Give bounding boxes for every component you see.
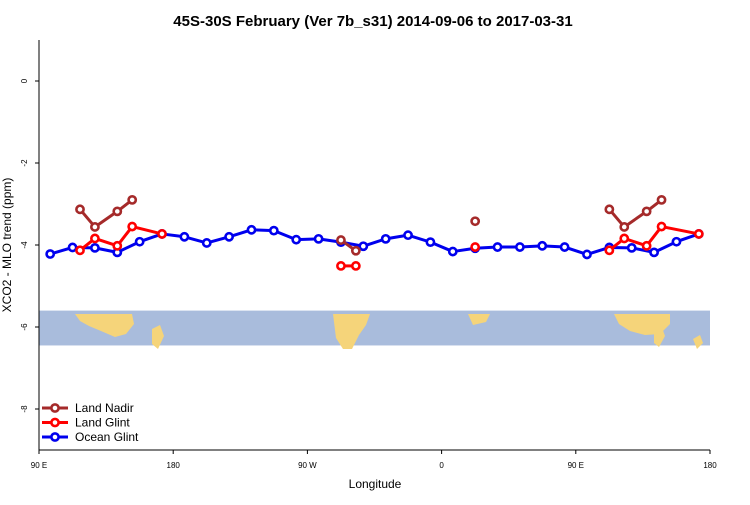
- legend-label: Ocean Glint: [75, 430, 139, 444]
- data-point: [127, 221, 138, 232]
- legend-swatch-marker: [50, 403, 60, 413]
- land-shape: [693, 335, 703, 349]
- data-point: [75, 245, 85, 256]
- data-point: [127, 194, 138, 205]
- y-tick-label: 0: [20, 78, 29, 83]
- data-point: [656, 221, 667, 232]
- data-point: [619, 222, 630, 232]
- data-point: [45, 249, 56, 259]
- y-tick-label: -6: [20, 323, 29, 331]
- x-tick-label: 90 E: [31, 461, 47, 470]
- legend-swatch-marker: [50, 432, 60, 442]
- data-point: [75, 204, 85, 215]
- y-axis-label: XCO2 - MLO trend (ppm): [0, 178, 14, 313]
- series-land-nadir: [75, 194, 667, 256]
- data-point: [350, 245, 361, 256]
- land-shape: [152, 325, 164, 349]
- data-point: [403, 230, 413, 241]
- data-point: [112, 206, 123, 217]
- series-land-glint: [75, 221, 704, 271]
- data-point: [90, 242, 100, 253]
- x-tick-label: 0: [439, 461, 444, 470]
- data-point: [246, 224, 257, 235]
- data-point: [492, 242, 503, 252]
- series-line: [78, 198, 134, 229]
- x-tick-label: 90 W: [298, 461, 317, 470]
- y-tick-label: -2: [20, 159, 29, 167]
- map-band: [39, 310, 710, 349]
- y-tick-label: -4: [20, 241, 29, 249]
- data-point: [641, 206, 652, 217]
- data-point: [336, 235, 346, 245]
- data-point: [537, 240, 548, 251]
- data-point: [67, 242, 78, 253]
- legend-swatch-marker: [50, 417, 60, 428]
- data-point: [649, 247, 659, 258]
- x-tick-label: 180: [167, 461, 181, 470]
- data-point: [291, 234, 302, 245]
- data-point: [693, 229, 704, 239]
- data-point: [157, 229, 167, 239]
- data-point: [313, 233, 324, 244]
- data-point: [112, 240, 123, 251]
- data-point: [90, 233, 100, 244]
- data-point: [619, 233, 630, 244]
- data-point: [514, 242, 525, 252]
- x-tick-label: 180: [703, 461, 717, 470]
- legend-item-land-glint: Land Glint: [42, 416, 130, 430]
- data-point: [641, 240, 652, 251]
- data-point: [604, 204, 615, 215]
- data-point: [447, 246, 458, 257]
- land-shape: [75, 314, 134, 337]
- data-point: [179, 231, 190, 242]
- legend-item-ocean-glint: Ocean Glint: [42, 430, 139, 444]
- land-shape: [654, 325, 665, 347]
- land-shape: [468, 314, 490, 325]
- chart-title: 45S-30S February (Ver 7b_s31) 2014-09-06…: [173, 13, 572, 30]
- legend-label: Land Nadir: [75, 401, 134, 415]
- data-point: [582, 249, 592, 260]
- y-tick-label: -8: [20, 405, 29, 413]
- series-group: [45, 194, 704, 271]
- data-point: [380, 233, 391, 244]
- data-point: [350, 261, 361, 271]
- ocean-band: [39, 310, 710, 346]
- data-point: [224, 231, 235, 242]
- x-tick-label: 90 E: [568, 461, 584, 470]
- x-axis-label: Longitude: [349, 477, 402, 491]
- data-point: [470, 242, 481, 252]
- legend-label: Land Glint: [75, 416, 130, 430]
- data-point: [559, 242, 570, 252]
- data-point: [134, 236, 145, 247]
- series-line: [608, 198, 663, 229]
- data-point: [604, 245, 615, 256]
- data-point: [470, 216, 481, 227]
- data-point: [336, 261, 346, 271]
- land-shape: [333, 314, 370, 349]
- series-line: [49, 228, 700, 256]
- data-point: [626, 242, 637, 253]
- data-point: [425, 237, 436, 248]
- data-point: [90, 222, 100, 232]
- data-point: [268, 225, 279, 236]
- data-point: [201, 238, 212, 248]
- legend-item-land-nadir: Land Nadir: [42, 401, 134, 415]
- data-point: [671, 236, 682, 247]
- data-point: [358, 241, 369, 252]
- data-point: [656, 194, 667, 205]
- axes: 0 -2 -4 -6 -8 90 E 180 90 W 0 90 E 180: [20, 40, 717, 470]
